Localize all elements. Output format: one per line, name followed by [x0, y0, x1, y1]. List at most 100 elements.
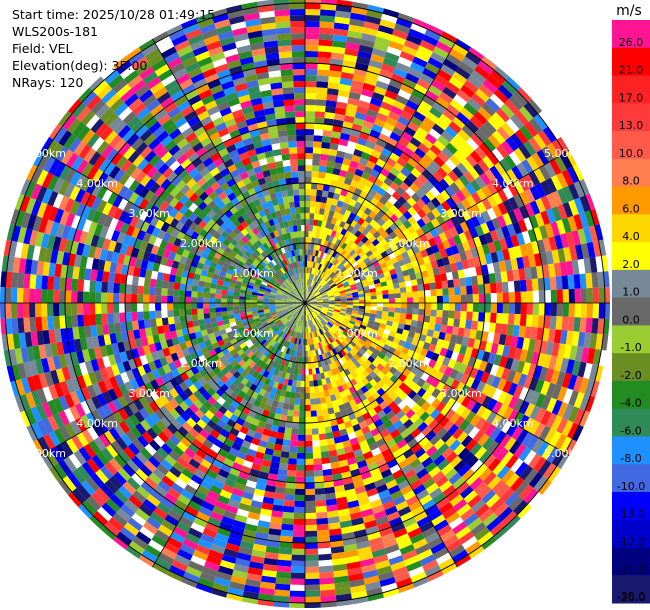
velocity-cell — [491, 148, 505, 162]
velocity-cell — [447, 170, 459, 183]
velocity-cell — [374, 334, 382, 342]
velocity-cell — [377, 352, 386, 360]
velocity-cell — [390, 560, 407, 572]
velocity-cell — [538, 111, 552, 127]
velocity-cell — [281, 445, 290, 453]
velocity-cell — [339, 390, 347, 399]
velocity-cell — [307, 249, 311, 256]
velocity-cell — [338, 240, 345, 248]
velocity-cell — [457, 146, 470, 159]
velocity-cell — [360, 355, 368, 363]
velocity-cell — [431, 79, 446, 92]
velocity-cell — [363, 165, 374, 175]
velocity-cell — [431, 387, 441, 399]
velocity-cell — [273, 595, 290, 603]
velocity-cell — [500, 103, 515, 119]
velocity-cell — [348, 91, 361, 101]
velocity-cell — [527, 363, 537, 378]
velocity-cell — [312, 274, 316, 281]
velocity-cell — [305, 93, 316, 100]
velocity-cell — [407, 380, 417, 390]
velocity-cell — [318, 286, 324, 292]
velocity-cell — [293, 512, 305, 519]
velocity-cell — [425, 430, 437, 442]
velocity-cell — [473, 481, 488, 495]
velocity-cell — [305, 452, 314, 459]
velocity-cell — [456, 353, 465, 364]
velocity-cell — [344, 313, 352, 318]
velocity-cell — [426, 394, 437, 405]
velocity-cell — [489, 282, 497, 294]
velocity-cell — [508, 395, 519, 410]
velocity-cell — [372, 383, 382, 392]
velocity-cell — [354, 375, 362, 384]
velocity-cell — [332, 473, 343, 481]
velocity-cell — [319, 264, 325, 271]
velocity-cell — [545, 250, 554, 265]
velocity-cell — [392, 261, 401, 269]
velocity-cell — [319, 312, 326, 318]
velocity-cell — [155, 318, 163, 327]
velocity-cell — [143, 294, 150, 303]
velocity-cell — [374, 559, 391, 570]
velocity-cell — [314, 337, 318, 344]
velocity-cell — [437, 459, 450, 471]
velocity-cell — [315, 397, 321, 405]
velocity-cell — [305, 314, 307, 321]
velocity-cell — [298, 326, 302, 333]
velocity-cell — [321, 309, 328, 313]
velocity-cell — [389, 181, 400, 192]
velocity-cell — [432, 423, 444, 435]
velocity-cell — [295, 476, 305, 483]
velocity-cell — [293, 518, 305, 525]
velocity-cell — [491, 217, 502, 230]
velocity-cell — [300, 386, 305, 393]
velocity-cell — [478, 303, 485, 313]
velocity-cell — [471, 93, 486, 107]
velocity-cell — [310, 319, 314, 326]
velocity-cell — [289, 590, 305, 597]
velocity-cell — [309, 320, 313, 327]
velocity-cell — [340, 266, 347, 273]
velocity-cell — [301, 326, 304, 333]
velocity-cell — [11, 272, 19, 288]
velocity-cell — [203, 292, 210, 298]
velocity-cell — [312, 288, 317, 294]
velocity-cell — [374, 36, 391, 47]
velocity-cell — [340, 356, 348, 364]
velocity-cell — [506, 270, 514, 282]
velocity-cell — [445, 142, 458, 155]
velocity-cell — [420, 327, 429, 336]
velocity-cell — [314, 111, 326, 119]
velocity-cell — [422, 526, 437, 539]
velocity-cell — [549, 159, 562, 175]
velocity-cell — [353, 148, 364, 158]
velocity-cell — [346, 300, 353, 303]
velocity-cell — [382, 500, 396, 511]
velocity-cell — [542, 328, 550, 342]
velocity-cell — [429, 144, 442, 156]
velocity-cell — [542, 126, 557, 143]
velocity-cell — [418, 308, 425, 316]
velocity-cell — [334, 303, 341, 305]
velocity-cell — [424, 296, 431, 303]
velocity-cell — [577, 258, 586, 275]
velocity-cell — [490, 342, 499, 355]
velocity-cell — [443, 174, 455, 186]
velocity-cell — [566, 166, 580, 184]
velocity-cell — [364, 296, 371, 300]
velocity-cell — [425, 445, 438, 457]
velocity-cell — [603, 271, 610, 288]
velocity-cell — [320, 311, 327, 315]
velocity-cell — [513, 245, 523, 259]
velocity-cell — [339, 220, 346, 229]
velocity-cell — [344, 315, 351, 321]
velocity-cell — [393, 571, 411, 583]
velocity-cell — [467, 74, 483, 89]
velocity-cell — [401, 464, 413, 475]
velocity-cell — [551, 384, 562, 400]
velocity-cell — [395, 94, 409, 106]
velocity-cell — [379, 337, 388, 344]
velocity-cell — [469, 329, 477, 340]
velocity-cell — [538, 290, 545, 303]
